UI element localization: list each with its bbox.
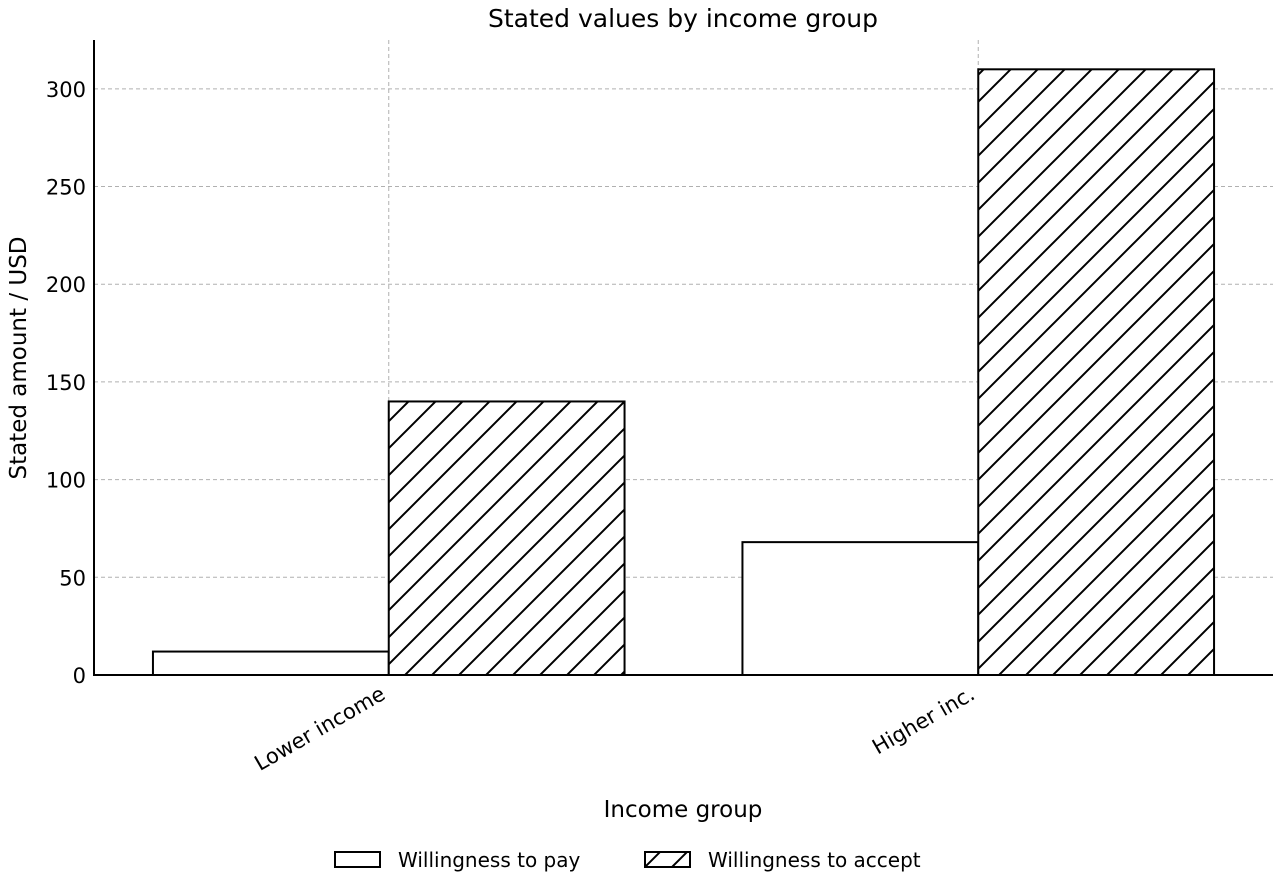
- y-tick-label: 50: [59, 566, 86, 590]
- y-axis-ticks: 0 50 100 150 200 250 300: [46, 78, 86, 688]
- y-axis-title: Stated amount / USD: [6, 236, 32, 479]
- bar-wtp: [741, 541, 980, 677]
- y-tick-label: 300: [46, 78, 86, 102]
- legend-label: Willingness to accept: [708, 848, 921, 872]
- x-tick-label: Higher inc.: [868, 682, 979, 760]
- bar-wtp: [151, 650, 390, 676]
- y-tick-label: 250: [46, 176, 86, 200]
- axes-layer: [93, 40, 1273, 676]
- legend: Willingness to pay Willingness to accept: [334, 848, 921, 872]
- x-axis-title: Income group: [604, 797, 763, 823]
- x-tick-label: Lower income: [250, 682, 389, 776]
- bar-wta: [977, 68, 1216, 677]
- legend-swatch: [644, 851, 691, 868]
- legend-label: Willingness to pay: [398, 848, 580, 872]
- grid-layer: [94, 40, 1273, 675]
- legend-swatch: [334, 851, 381, 868]
- y-tick-label: 100: [46, 469, 86, 493]
- bars-layer: [151, 68, 1216, 677]
- y-tick-label: 0: [73, 664, 86, 688]
- chart-title: Stated values by income group: [488, 4, 878, 33]
- x-axis-ticks: Lower income Higher inc.: [250, 682, 978, 776]
- bar-wta: [387, 400, 626, 676]
- y-tick-label: 150: [46, 371, 86, 395]
- y-tick-label: 200: [46, 273, 86, 297]
